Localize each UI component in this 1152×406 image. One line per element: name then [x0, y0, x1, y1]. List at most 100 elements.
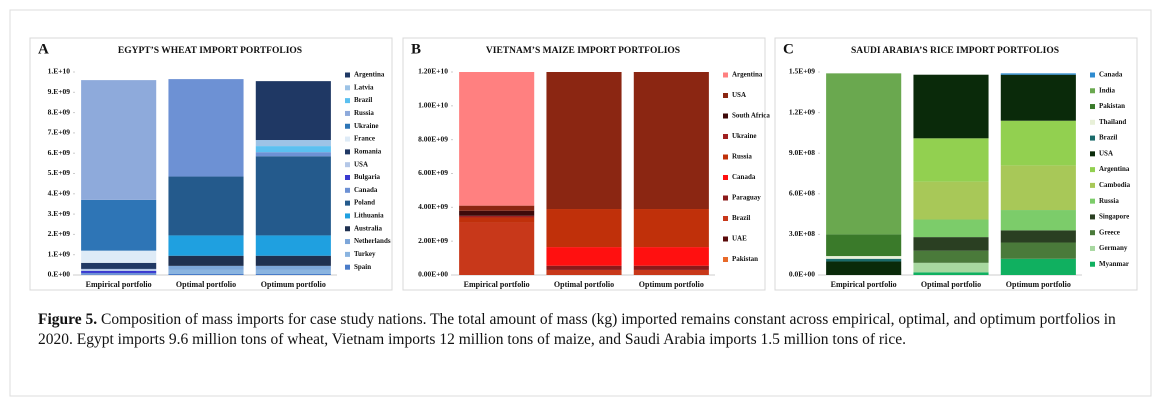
legend-label: Russia: [1099, 197, 1119, 205]
legend-swatch: [1090, 88, 1095, 94]
legend-swatch: [345, 239, 350, 245]
bar-segment: [546, 269, 622, 275]
legend-swatch: [1090, 104, 1095, 110]
legend-swatch: [723, 93, 728, 98]
panel-frame: [29, 37, 393, 291]
y-tick-label: 1.2E+09: [789, 107, 815, 116]
legend-swatch: [723, 257, 728, 262]
bar-segment: [826, 234, 902, 257]
legend-swatch: [1090, 119, 1095, 125]
bar-segment: [546, 247, 622, 266]
y-tick-label: 3.E+09: [48, 209, 71, 218]
bar-segment: [459, 217, 535, 223]
bar-segment: [633, 72, 709, 210]
bar-segment: [81, 199, 157, 251]
bar-segment: [633, 265, 709, 270]
bar-segment: [913, 237, 989, 251]
bar-segment: [459, 205, 535, 211]
y-tick-label: 1.E+09: [48, 249, 71, 258]
panel-frame: [774, 37, 1138, 291]
legend-swatch: [345, 72, 350, 78]
legend-label: Argentina: [732, 71, 763, 79]
legend-label: Canada: [1099, 71, 1123, 79]
bar-segment: [913, 262, 989, 273]
legend-label: Paraguay: [732, 194, 761, 202]
panel-letter: C: [783, 41, 794, 57]
legend-label: Argentina: [354, 71, 385, 79]
bar-segment: [459, 215, 535, 218]
legend-label: Germany: [1099, 244, 1128, 252]
legend-swatch: [345, 264, 350, 270]
bar-segment: [255, 146, 331, 153]
chart-title: EGYPT’S WHEAT IMPORT PORTFOLIOS: [118, 46, 302, 56]
x-tick-label: Optimum portfolio: [1006, 280, 1071, 289]
bar-segment: [81, 268, 157, 271]
legend-swatch: [345, 149, 350, 155]
legend-label: Ukraine: [354, 122, 379, 130]
bar-segment: [459, 222, 535, 275]
legend-label: Romania: [354, 147, 382, 155]
bar-segment: [255, 265, 331, 270]
legend-label: UAE: [732, 235, 747, 243]
bar-segment: [81, 270, 157, 273]
bar-segment: [546, 209, 622, 248]
legend-swatch: [1090, 135, 1095, 141]
y-tick-label: 4.E+09: [48, 189, 71, 198]
legend-label: Ukraine: [732, 132, 757, 140]
bar-segment: [81, 250, 157, 263]
legend-label: South Africa: [732, 112, 770, 120]
legend-swatch: [1090, 230, 1095, 236]
legend-swatch: [723, 154, 728, 160]
bar-segment: [1000, 165, 1076, 211]
bar-segment: [81, 262, 157, 269]
bar-segment: [255, 156, 331, 236]
bar-segment: [168, 265, 244, 270]
bar-segment: [255, 140, 331, 147]
y-tick-label: 0.E+00: [48, 270, 71, 279]
y-tick-label: 1.E+10: [48, 67, 71, 76]
bar-segment: [913, 181, 989, 220]
legend-label: Singapore: [1099, 213, 1129, 221]
legend-label: Brazil: [354, 96, 372, 104]
y-tick-label: 1.5E+09: [789, 67, 815, 76]
bar-segment: [1000, 242, 1076, 259]
legend-swatch: [1090, 72, 1095, 78]
bar-segment: [913, 250, 989, 263]
legend-label: USA: [1099, 149, 1113, 157]
legend-label: France: [354, 135, 375, 143]
legend-swatch: [345, 200, 350, 206]
y-tick-label: 8.E+09: [48, 107, 71, 116]
y-tick-label: 5.E+09: [48, 168, 71, 177]
legend-label: Bulgaria: [354, 173, 381, 181]
bar-segment: [81, 80, 157, 200]
bar-segment: [168, 273, 244, 275]
legend-swatch: [723, 195, 728, 201]
x-tick-label: Optimum portfolio: [639, 280, 704, 289]
legend-swatch: [345, 213, 350, 219]
caption: Figure 5. Composition of mass imports fo…: [38, 310, 1123, 350]
bar-segment: [913, 74, 989, 139]
bar-segment: [826, 73, 902, 235]
legend-label: Canada: [732, 173, 756, 181]
legend-label: Netherlands: [354, 237, 391, 245]
legend-swatch: [723, 72, 728, 78]
legend-swatch: [345, 187, 350, 193]
legend-swatch: [1090, 214, 1095, 220]
legend-label: Poland: [354, 199, 375, 207]
bar-segment: [826, 256, 902, 259]
legend-label: Thailand: [1099, 118, 1126, 126]
y-tick-label: 6.00E+09: [418, 168, 448, 177]
panel-letter: B: [411, 41, 421, 57]
legend-label: Latvia: [354, 83, 374, 91]
y-tick-label: 1.20E+10: [418, 67, 448, 76]
caption-text: Composition of mass imports for case stu…: [38, 311, 1116, 348]
x-tick-label: Empirical portfolio: [86, 280, 152, 289]
bar-segment: [255, 273, 331, 275]
bar-segment: [168, 269, 244, 274]
legend-label: Australia: [354, 224, 383, 232]
y-tick-label: 4.00E+09: [418, 202, 448, 211]
legend-label: USA: [732, 91, 746, 99]
bar-segment: [168, 176, 244, 236]
